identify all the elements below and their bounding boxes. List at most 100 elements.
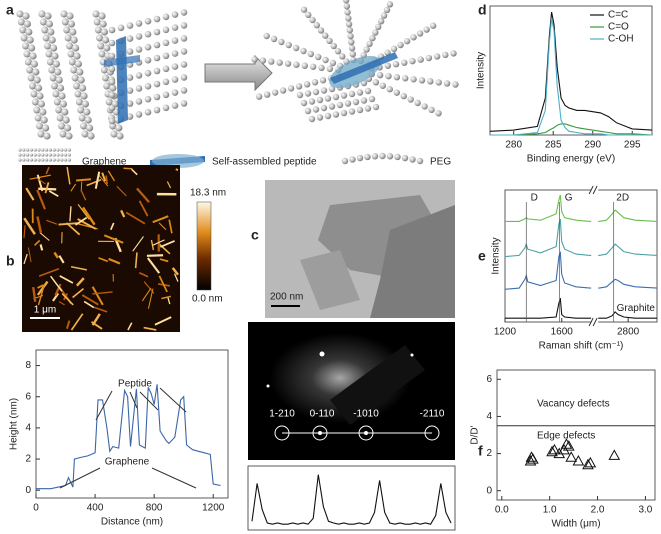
sphere — [180, 87, 188, 94]
sphere — [417, 56, 424, 63]
sphere — [98, 50, 106, 58]
sphere — [56, 148, 60, 152]
sphere — [52, 148, 56, 152]
legend-label: C=C — [608, 10, 628, 21]
sphere — [60, 10, 68, 18]
sphere — [401, 154, 409, 162]
sphere — [162, 39, 170, 47]
sphere — [71, 74, 79, 82]
sphere — [18, 158, 22, 162]
x-axis-label: Raman shift (cm⁻¹) — [539, 341, 624, 352]
sphere — [429, 22, 437, 29]
sphere — [421, 103, 428, 110]
flake — [65, 222, 81, 236]
sphere — [435, 110, 442, 117]
x-tick-label: 0 — [33, 503, 39, 514]
sphere — [180, 22, 188, 29]
flake — [58, 301, 65, 306]
sphere — [394, 153, 401, 161]
x-tick-label: 1200 — [494, 327, 517, 338]
sphere — [180, 35, 188, 42]
flake — [127, 322, 133, 331]
flake — [105, 175, 108, 185]
flake — [52, 292, 60, 302]
sphere — [153, 28, 161, 36]
flake — [58, 222, 78, 226]
annotation-arrow — [159, 387, 187, 413]
sphere — [27, 74, 35, 82]
sphere — [102, 36, 110, 44]
sphere — [403, 37, 411, 45]
flake — [94, 171, 101, 189]
sphere — [345, 15, 352, 22]
sphere — [366, 40, 373, 48]
sphere — [144, 17, 152, 25]
sphere — [393, 74, 401, 81]
sphere — [322, 32, 329, 39]
sphere — [73, 82, 81, 90]
sphere — [349, 50, 356, 58]
x-tick-label: 2.0 — [591, 505, 605, 516]
sphere — [397, 41, 404, 49]
flake — [108, 257, 121, 265]
sphere — [54, 68, 62, 76]
sphere — [452, 81, 459, 88]
flake — [146, 254, 164, 257]
annotation-arrow — [95, 390, 113, 421]
data-line — [505, 297, 657, 319]
sphere — [108, 65, 116, 73]
sphere — [48, 36, 56, 44]
sphere — [55, 106, 63, 114]
sphere — [162, 78, 170, 86]
flake — [120, 209, 126, 218]
sphere — [301, 62, 308, 69]
sphere — [31, 98, 39, 106]
sphere — [292, 44, 300, 52]
data-point — [608, 449, 621, 460]
sphere — [43, 132, 51, 140]
sphere — [42, 124, 50, 132]
sphere — [86, 124, 94, 132]
sphere — [103, 82, 111, 90]
sphere — [144, 95, 152, 103]
sphere — [372, 103, 380, 111]
sphere — [70, 66, 78, 74]
sphere — [255, 93, 263, 100]
flake — [75, 277, 85, 287]
sphere — [309, 63, 317, 70]
sphere — [153, 93, 161, 101]
data-point — [582, 458, 594, 470]
sphere — [340, 109, 348, 117]
flake — [160, 240, 175, 248]
annotation-arrow — [129, 391, 138, 409]
flake — [116, 185, 127, 197]
sphere — [284, 60, 292, 67]
x-axis-label: Width (μm) — [551, 519, 600, 530]
y-tick-label: 0 — [25, 485, 31, 496]
flake — [75, 216, 88, 226]
flake — [157, 242, 171, 255]
arrow — [204, 54, 273, 92]
flake — [76, 178, 92, 182]
sphere — [144, 82, 152, 90]
sphere — [308, 115, 316, 123]
sphere — [278, 38, 285, 46]
flake — [158, 222, 167, 231]
flake — [50, 275, 63, 292]
sphere — [126, 100, 134, 107]
flake — [65, 320, 71, 329]
sphere — [29, 158, 33, 162]
flake — [39, 244, 44, 251]
x-tick-label: 1.0 — [543, 505, 557, 516]
sphere — [41, 158, 45, 162]
sphere — [259, 57, 267, 64]
sphere — [79, 84, 87, 92]
sphere — [364, 87, 372, 95]
y-tick-label: 4 — [486, 411, 492, 422]
flake — [86, 178, 102, 187]
sphere — [47, 28, 55, 36]
sphere — [332, 111, 340, 118]
sphere — [46, 58, 55, 66]
sphere — [42, 34, 50, 42]
sphere — [410, 34, 417, 41]
